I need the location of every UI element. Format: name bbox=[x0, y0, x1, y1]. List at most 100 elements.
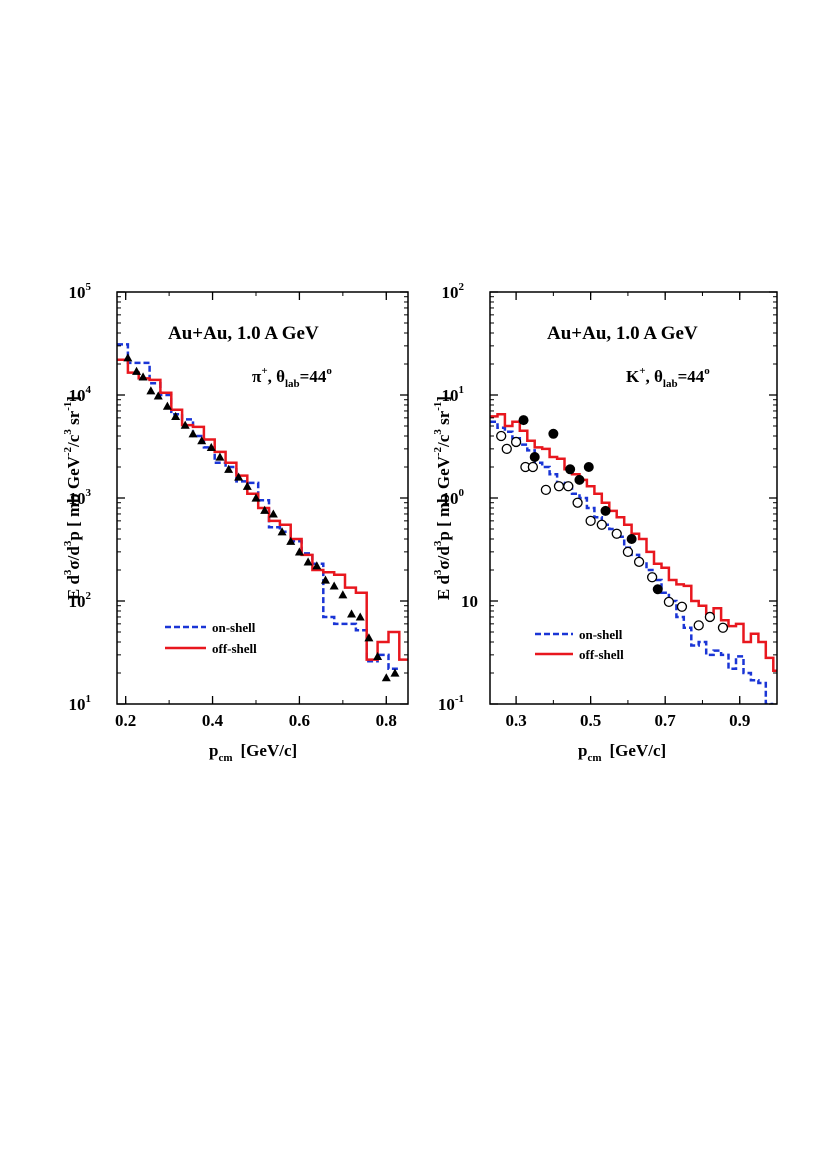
pion-data-point-2 bbox=[138, 372, 148, 381]
pion-annotation-theta: θ bbox=[276, 367, 285, 386]
pion-legend: on-shell off-shell bbox=[165, 620, 257, 656]
pion-data-point-19 bbox=[286, 536, 296, 545]
pion-ytick-label-2: 103 bbox=[69, 487, 92, 508]
kaon-xtick-label-1: 0.5 bbox=[580, 711, 601, 730]
kaon-data-open-point-16 bbox=[676, 601, 688, 612]
kaon-data-open-point-14 bbox=[646, 572, 658, 583]
kaon-chart-marks bbox=[490, 413, 777, 704]
pion-y-axis-label: E d3σ/d3p [ mb GeV-2/c3 sr-1] bbox=[62, 396, 83, 600]
pion-spectrum-chart: 0.2 0.4 0.6 0.8 101 102 103 104 105 Au+Au, 1.0 A… bbox=[62, 281, 409, 764]
kaon-data-open-point-17 bbox=[693, 620, 704, 631]
kaon-data-open-point-6 bbox=[553, 481, 565, 492]
kaon-data-open-point-9 bbox=[585, 515, 596, 527]
kaon-data-open-point-8 bbox=[572, 497, 583, 508]
kaon-data-open-point-11 bbox=[611, 528, 622, 539]
pion-annotation: π+, θlab=44o bbox=[252, 365, 332, 390]
kaon-spectrum-chart: 0.3 0.5 0.7 0.9 10-1 10 100 101 102 Au+Au, 1.0 A… bbox=[432, 281, 778, 764]
kaon-data-filled-point-3 bbox=[565, 464, 576, 475]
kaon-annotation-theta: θ bbox=[654, 367, 663, 386]
kaon-data-open-point-13 bbox=[633, 556, 645, 567]
kaon-data-open-point-18 bbox=[704, 611, 716, 623]
pion-data-point-20 bbox=[294, 547, 304, 556]
kaon-data-open-point-7 bbox=[563, 481, 574, 492]
pion-xtick-label-2: 0.6 bbox=[289, 711, 310, 730]
pion-data-point-21 bbox=[303, 557, 313, 566]
pion-annotation-charge: + bbox=[261, 365, 267, 377]
pion-data-point-22 bbox=[312, 561, 322, 570]
pion-chart-title: Au+Au, 1.0 A GeV bbox=[168, 323, 319, 344]
kaon-annotation-particle: K bbox=[626, 367, 640, 386]
kaon-xtick-label-3: 0.9 bbox=[729, 711, 750, 730]
kaon-data-open-point-4 bbox=[527, 461, 539, 473]
pion-data-point-17 bbox=[268, 509, 278, 518]
kaon-ytick-label-4: 102 bbox=[442, 281, 465, 302]
kaon-data-open-point-5 bbox=[540, 484, 552, 495]
pion-plot-frame bbox=[116, 291, 409, 705]
kaon-x-axis-label: pcm [GeV/c] bbox=[578, 741, 666, 764]
pion-data-point-31 bbox=[390, 668, 400, 677]
kaon-annotation-angle: =44 bbox=[678, 367, 705, 386]
kaon-plot-area bbox=[490, 413, 777, 704]
kaon-data-open-point-0 bbox=[496, 430, 507, 442]
kaon-data-filled-point-4 bbox=[574, 474, 585, 485]
kaon-legend: on-shell off-shell bbox=[535, 627, 624, 662]
pion-data-point-11 bbox=[215, 452, 225, 461]
kaon-off-shell-histogram bbox=[490, 413, 777, 673]
kaon-data-filled-point-7 bbox=[626, 533, 637, 544]
kaon-annotation-theta-sub: lab bbox=[663, 378, 678, 390]
pion-annotation-angle: =44 bbox=[300, 367, 327, 386]
pion-data-point-0 bbox=[123, 353, 133, 362]
kaon-data-filled-point-1 bbox=[529, 452, 540, 463]
pion-data-point-18 bbox=[277, 527, 287, 536]
pion-data-point-13 bbox=[234, 472, 244, 481]
pion-xtick-label-3: 0.8 bbox=[376, 711, 397, 730]
pion-x-axis-label: pcm [GeV/c] bbox=[209, 741, 297, 764]
kaon-annotation: K+, θlab=44o bbox=[626, 365, 710, 390]
pion-xtick-label-1: 0.4 bbox=[202, 711, 224, 730]
pion-data-point-28 bbox=[364, 633, 374, 642]
kaon-data-open-point-15 bbox=[663, 596, 675, 608]
pion-data-point-7 bbox=[180, 420, 190, 429]
pion-data-point-30 bbox=[381, 673, 391, 682]
kaon-data-filled-point-6 bbox=[600, 505, 611, 516]
pion-legend-off-shell-label: off-shell bbox=[212, 641, 257, 656]
kaon-ytick-label-2: 100 bbox=[442, 487, 465, 508]
pion-ytick-label-0: 101 bbox=[69, 693, 92, 714]
pion-data-point-25 bbox=[338, 590, 348, 599]
pion-data-point-24 bbox=[329, 581, 339, 590]
pion-chart-marks bbox=[117, 343, 408, 682]
kaon-legend-on-shell-label: on-shell bbox=[579, 627, 623, 642]
pion-ytick-label-3: 104 bbox=[69, 384, 92, 405]
kaon-annotation-degree: o bbox=[704, 365, 710, 377]
kaon-data-filled-point-2 bbox=[548, 428, 559, 439]
kaon-ytick-label-0: 10-1 bbox=[438, 693, 464, 714]
kaon-data-filled-point-8 bbox=[652, 584, 663, 595]
pion-data-point-12 bbox=[224, 464, 234, 473]
pion-annotation-particle: π bbox=[252, 367, 262, 386]
kaon-xtick-label-0: 0.3 bbox=[505, 711, 526, 730]
kaon-y-axis-label: E d3σ/d3p [ mb GeV-2/c3 sr-1] bbox=[432, 396, 453, 600]
kaon-data-open-point-19 bbox=[717, 622, 729, 633]
pion-data-point-27 bbox=[355, 612, 365, 621]
pion-data-point-5 bbox=[162, 401, 172, 410]
kaon-data-open-point-12 bbox=[622, 546, 634, 558]
kaon-ytick-label-1: 10 bbox=[461, 592, 478, 611]
pion-data-point-14 bbox=[242, 481, 252, 490]
kaon-data-filled-point-5 bbox=[583, 461, 594, 472]
pion-data-point-15 bbox=[251, 493, 261, 502]
pion-plot-area bbox=[117, 343, 408, 682]
kaon-ytick-label-3: 101 bbox=[442, 384, 465, 405]
pion-data-point-26 bbox=[347, 609, 357, 618]
pion-annotation-degree: o bbox=[326, 365, 332, 377]
pion-off-shell-histogram bbox=[117, 358, 408, 661]
pion-data-point-3 bbox=[146, 386, 156, 395]
kaon-axis-ticks: 0.3 0.5 0.7 0.9 10-1 10 100 101 102 bbox=[438, 281, 778, 730]
pion-axis-ticks: 0.2 0.4 0.6 0.8 101 102 103 104 105 bbox=[69, 281, 408, 730]
pion-annotation-theta-sub: lab bbox=[285, 378, 300, 390]
pion-data-point-29 bbox=[373, 651, 383, 660]
pion-xtick-label-0: 0.2 bbox=[115, 711, 136, 730]
pion-data-point-23 bbox=[320, 575, 330, 584]
kaon-xtick-label-2: 0.7 bbox=[655, 711, 677, 730]
kaon-plot-frame bbox=[489, 291, 778, 705]
